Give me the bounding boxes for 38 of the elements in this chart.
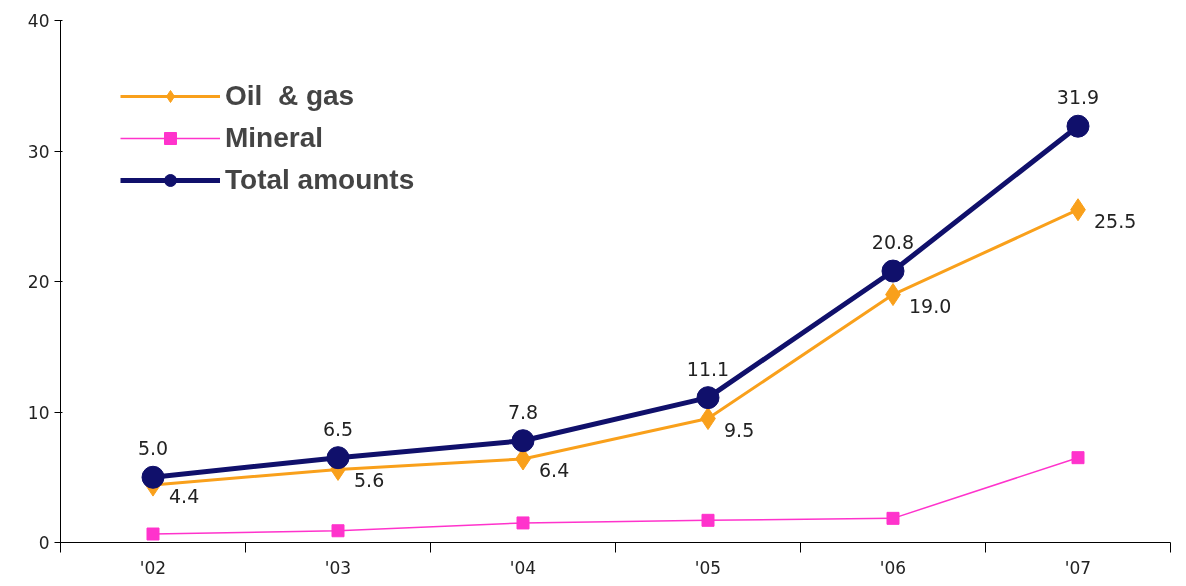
- x-tick-label: '04: [509, 557, 537, 578]
- legend-label: Oil & gas: [225, 80, 355, 112]
- data-label: 11.1: [686, 357, 730, 380]
- data-label: 7.8: [507, 400, 539, 423]
- point: [881, 259, 905, 283]
- point: [1066, 114, 1090, 138]
- point: [516, 516, 530, 530]
- data-label: 20.8: [871, 231, 915, 254]
- x-tick-label: '06: [879, 557, 907, 578]
- y-tick-label: 30: [27, 141, 50, 162]
- data-label: 5.6: [354, 469, 385, 492]
- point: [701, 513, 715, 527]
- point: [511, 429, 535, 453]
- point: [886, 511, 900, 525]
- y-tick-label: 20: [27, 272, 50, 292]
- data-label: 5.0: [137, 437, 169, 460]
- legend-label: Total amounts: [225, 164, 415, 196]
- data-label: 6.5: [322, 417, 354, 440]
- point: [696, 386, 720, 410]
- y-tick-label: 0: [38, 533, 50, 553]
- data-label: 6.4: [539, 458, 570, 481]
- data-label: 25.5: [1094, 209, 1137, 232]
- y-tick-label: 10: [27, 402, 50, 423]
- x-tick-label: '03: [324, 557, 352, 578]
- x-tick-label: '07: [1064, 557, 1092, 578]
- data-label: 4.4: [169, 485, 200, 508]
- point: [1071, 451, 1085, 465]
- point: [331, 524, 345, 538]
- data-label: 9.5: [724, 418, 755, 441]
- data-label: 19.0: [909, 294, 952, 317]
- y-tick-label: 40: [27, 11, 50, 31]
- x-tick-label: '05: [694, 557, 722, 578]
- point: [146, 527, 160, 541]
- point: [326, 446, 350, 470]
- point: [141, 465, 165, 489]
- x-tick-label: '02: [139, 557, 167, 578]
- data-label: 31.9: [1056, 86, 1100, 109]
- legend-label: Mineral: [225, 122, 324, 154]
